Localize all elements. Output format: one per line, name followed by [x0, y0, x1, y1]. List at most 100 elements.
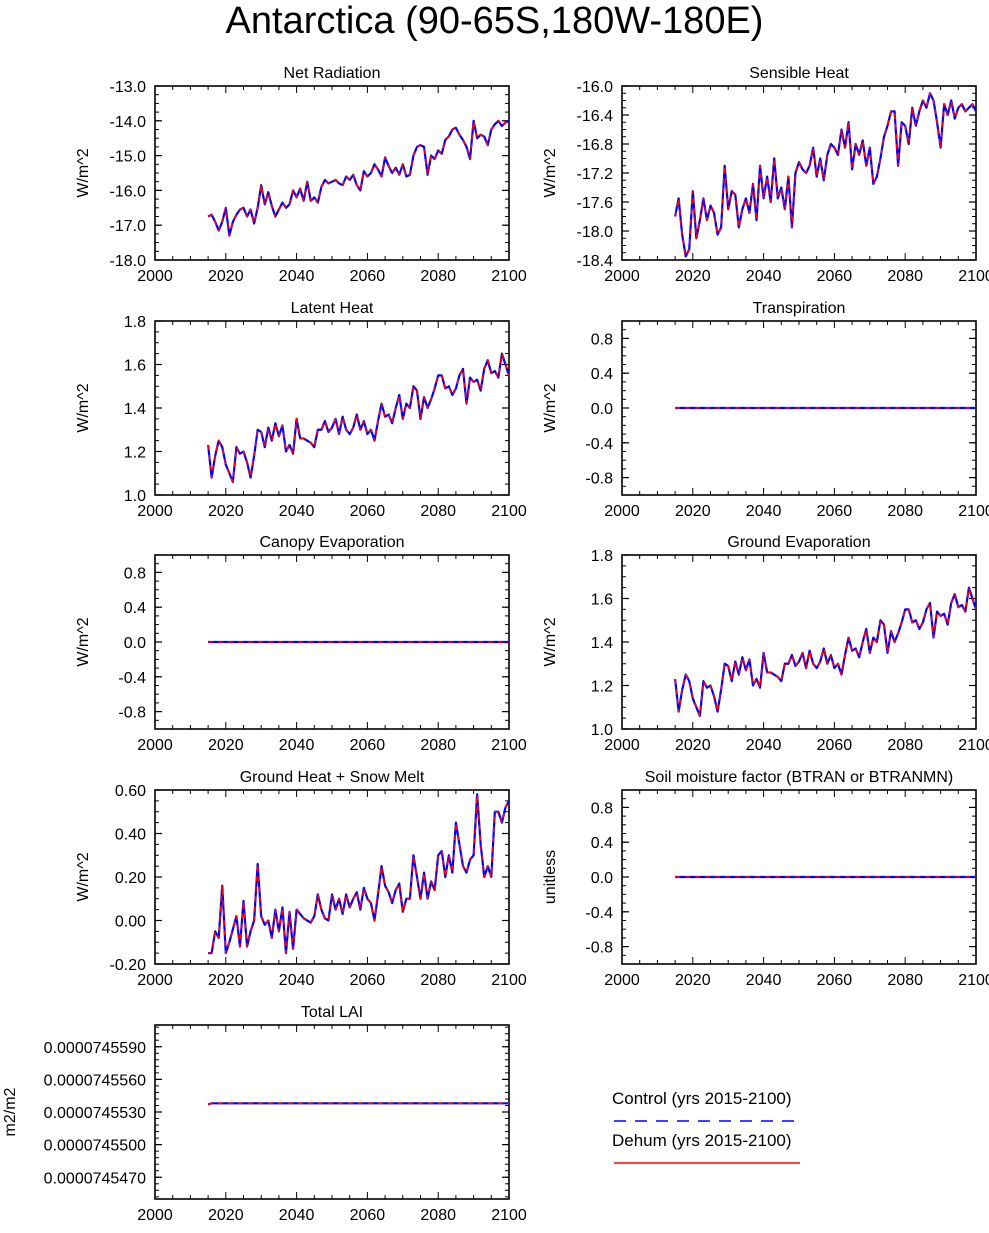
total-lai-xtick-label: 2060	[350, 1207, 386, 1224]
legend-dehum-label: Dehum (yrs 2015-2100)	[612, 1131, 792, 1150]
sensible-heat-xtick-label: 2060	[817, 268, 853, 285]
latent-heat-xtick-label: 2000	[137, 503, 173, 520]
total-lai-xtick-label: 2080	[420, 1207, 456, 1224]
legend-dehum-swatch	[614, 1162, 800, 1164]
ground-heat-snow-melt-title: Ground Heat + Snow Melt	[240, 769, 425, 786]
ground-heat-snow-melt-series-control	[208, 793, 510, 955]
ground-evaporation-xtick-label: 2080	[887, 737, 923, 754]
sensible-heat-ytick-label: -18.0	[577, 224, 614, 241]
canopy-evaporation-xtick-label: 2100	[491, 737, 527, 754]
sensible-heat-frame	[621, 85, 977, 261]
canopy-evaporation-ytick-label: -0.8	[118, 705, 146, 722]
total-lai-ytick-label: 0.0000745560	[44, 1072, 146, 1089]
ground-heat-snow-melt-ytick-label: 0.40	[115, 827, 146, 844]
soil-moisture-factor-btran-or-btranmn-xtick-label: 2000	[604, 972, 640, 989]
latent-heat-ytick-label: 1.0	[124, 488, 146, 505]
net-radiation-xtick-label: 2000	[137, 268, 173, 285]
canopy-evaporation-ytick-label: 0.0	[124, 635, 146, 652]
total-lai-xtick-label: 2100	[491, 1207, 527, 1224]
total-lai-ytick-label: 0.0000745470	[44, 1170, 146, 1187]
sensible-heat-xtick-label: 2020	[675, 268, 711, 285]
soil-moisture-factor-btran-or-btranmn-ytick-label: -0.8	[585, 940, 613, 957]
ground-evaporation-ytick-label: 1.8	[591, 548, 613, 565]
soil-moisture-factor-btran-or-btranmn-ylabel: unitless	[542, 850, 559, 904]
sensible-heat-ytick-label: -17.2	[577, 166, 614, 183]
canopy-evaporation-title: Canopy Evaporation	[260, 534, 405, 551]
sensible-heat-series-control	[674, 92, 977, 258]
latent-heat-ytick-label: 1.6	[124, 358, 146, 375]
net-radiation-ytick-label: -13.0	[110, 79, 147, 96]
transpiration-xtick-label: 2080	[887, 503, 923, 520]
net-radiation-ytick-label: -18.0	[110, 253, 147, 270]
net-radiation-ytick-label: -14.0	[110, 114, 147, 131]
latent-heat-xtick-label: 2080	[420, 503, 456, 520]
soil-moisture-factor-btran-or-btranmn-xtick-label: 2020	[675, 972, 711, 989]
ground-heat-snow-melt-ytick-label: 0.00	[115, 914, 146, 931]
total-lai-ytick-label: 0.0000745590	[44, 1040, 146, 1057]
latent-heat-ylabel: W/m^2	[75, 383, 92, 432]
ground-evaporation-xtick-label: 2060	[817, 737, 853, 754]
page-title: Antarctica (90-65S,180W-180E)	[225, 0, 764, 42]
net-radiation-frame	[154, 85, 510, 261]
transpiration-title: Transpiration	[753, 300, 846, 317]
ground-evaporation-ytick-label: 1.0	[591, 722, 613, 739]
latent-heat-ytick-label: 1.8	[124, 314, 146, 331]
latent-heat-title: Latent Heat	[291, 300, 374, 317]
soil-moisture-factor-btran-or-btranmn-xtick-label: 2100	[958, 972, 989, 989]
net-radiation-xtick-label: 2060	[350, 268, 386, 285]
legend-control-swatch	[614, 1120, 800, 1122]
ground-heat-snow-melt-ytick-label: -0.20	[110, 957, 147, 974]
soil-moisture-factor-btran-or-btranmn-xtick-label: 2080	[887, 972, 923, 989]
canopy-evaporation-xtick-label: 2000	[137, 737, 173, 754]
soil-moisture-factor-btran-or-btranmn-ytick-label: 0.0	[591, 870, 613, 887]
soil-moisture-factor-btran-or-btranmn-ytick-label: -0.4	[585, 905, 613, 922]
canopy-evaporation-xtick-label: 2040	[279, 737, 315, 754]
sensible-heat-xtick-label: 2040	[746, 268, 782, 285]
total-lai-ylabel: m2/m2	[2, 1087, 19, 1136]
sensible-heat-ytick-label: -17.6	[577, 195, 614, 212]
latent-heat-xtick-label: 2100	[491, 503, 527, 520]
transpiration-xtick-label: 2020	[675, 503, 711, 520]
net-radiation-ylabel: W/m^2	[75, 148, 92, 197]
transpiration-xtick-label: 2060	[817, 503, 853, 520]
total-lai-xtick-label: 2040	[279, 1207, 315, 1224]
transpiration-ytick-label: 0.0	[591, 401, 613, 418]
soil-moisture-factor-btran-or-btranmn-ytick-label: 0.4	[591, 835, 613, 852]
soil-moisture-factor-btran-or-btranmn-title: Soil moisture factor (BTRAN or BTRANMN)	[645, 769, 954, 786]
net-radiation-series-dehum	[207, 120, 510, 237]
ground-evaporation-title: Ground Evaporation	[727, 534, 870, 551]
net-radiation-title: Net Radiation	[284, 65, 381, 82]
latent-heat-xtick-label: 2060	[350, 503, 386, 520]
canopy-evaporation-xtick-label: 2080	[420, 737, 456, 754]
sensible-heat-ytick-label: -18.4	[577, 253, 614, 270]
ground-heat-snow-melt-xtick-label: 2020	[208, 972, 244, 989]
sensible-heat-ytick-label: -16.4	[577, 108, 614, 125]
transpiration-ytick-label: 0.4	[591, 366, 613, 383]
ground-evaporation-xtick-label: 2040	[746, 737, 782, 754]
ground-heat-snow-melt-xtick-label: 2060	[350, 972, 386, 989]
sensible-heat-series-dehum	[674, 92, 977, 258]
ground-heat-snow-melt-xtick-label: 2100	[491, 972, 527, 989]
sensible-heat-xtick-label: 2000	[604, 268, 640, 285]
net-radiation-xtick-label: 2100	[491, 268, 527, 285]
total-lai-ytick-label: 0.0000745500	[44, 1138, 146, 1155]
ground-evaporation-ytick-label: 1.2	[591, 679, 613, 696]
transpiration-xtick-label: 2040	[746, 503, 782, 520]
soil-moisture-factor-btran-or-btranmn-ytick-label: 0.8	[591, 800, 613, 817]
ground-heat-snow-melt-xtick-label: 2000	[137, 972, 173, 989]
ground-evaporation-ytick-label: 1.6	[591, 592, 613, 609]
total-lai-title: Total LAI	[301, 1004, 363, 1021]
net-radiation-ytick-label: -17.0	[110, 218, 147, 235]
ground-heat-snow-melt-ylabel: W/m^2	[75, 852, 92, 901]
ground-heat-snow-melt-xtick-label: 2080	[420, 972, 456, 989]
canopy-evaporation-ylabel: W/m^2	[75, 617, 92, 666]
transpiration-ytick-label: -0.4	[585, 436, 613, 453]
sensible-heat-xtick-label: 2080	[887, 268, 923, 285]
legend-control-label: Control (yrs 2015-2100)	[612, 1089, 792, 1108]
ground-evaporation-xtick-label: 2020	[675, 737, 711, 754]
net-radiation-ytick-label: -16.0	[110, 183, 147, 200]
soil-moisture-factor-btran-or-btranmn-xtick-label: 2060	[817, 972, 853, 989]
total-lai-xtick-label: 2000	[137, 1207, 173, 1224]
transpiration-xtick-label: 2000	[604, 503, 640, 520]
